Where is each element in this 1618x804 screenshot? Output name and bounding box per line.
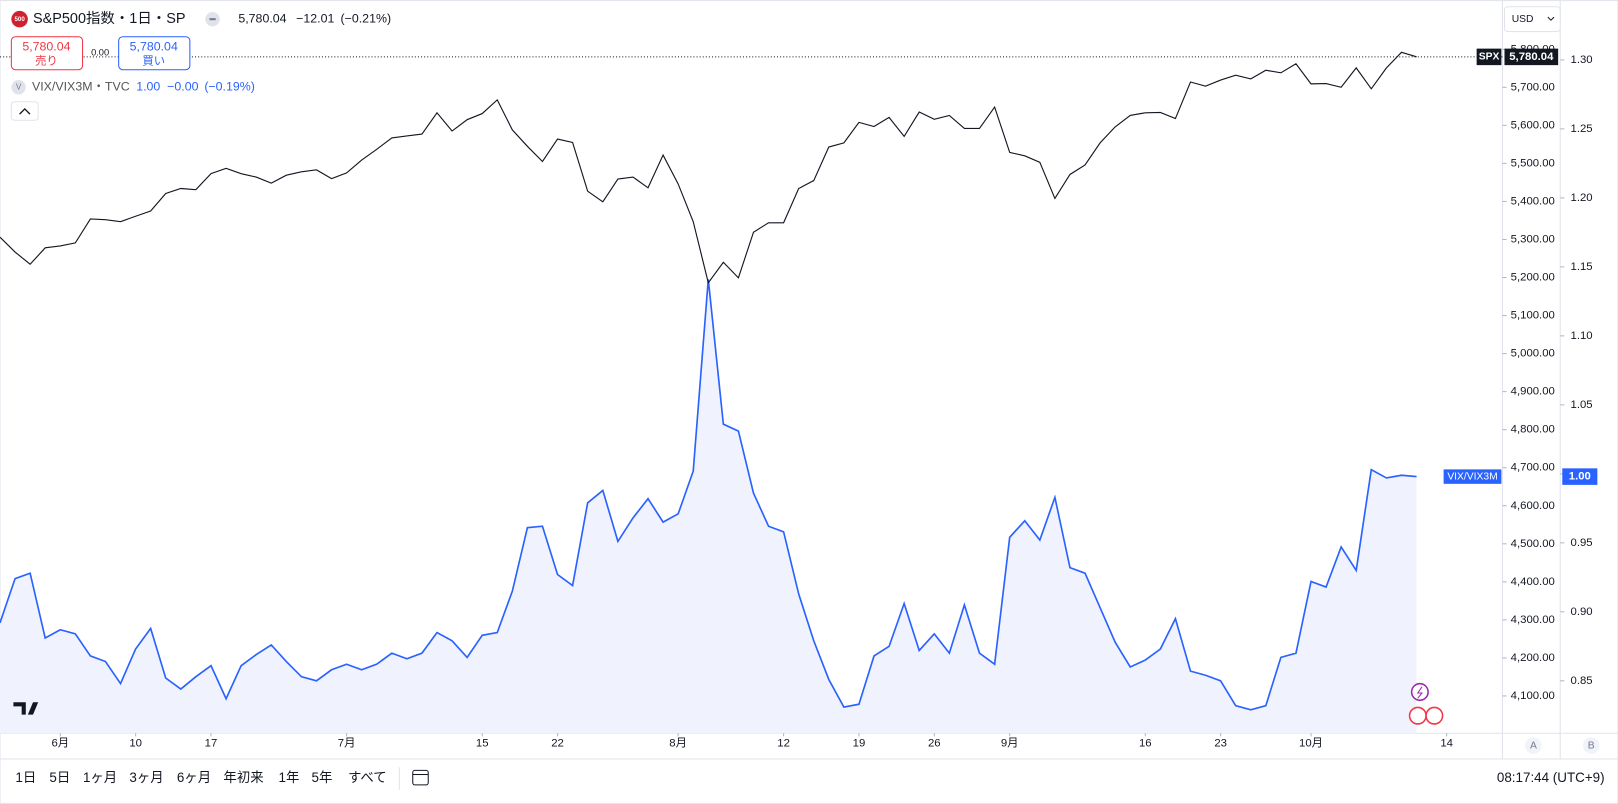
legend-change: −0.00 <box>167 80 198 94</box>
legend-change-pct: (−0.19%) <box>204 80 255 94</box>
series-badge-label: VIX/VIX3M <box>1447 471 1497 482</box>
y-tick-label: 4,900.00 <box>1511 386 1555 398</box>
line <box>0 279 1417 711</box>
x-tick-label: 22 <box>551 738 564 750</box>
sell-price: 5,780.04 <box>22 39 70 53</box>
y2-tick-label: 1.30 <box>1571 54 1593 66</box>
x-tick-label: 15 <box>476 738 489 750</box>
y2-tick-label: 1.10 <box>1571 330 1593 342</box>
legend-icon-text: V <box>16 82 22 91</box>
x-tick-label: 14 <box>1440 738 1453 750</box>
y-tick-label: 5,300.00 <box>1511 233 1555 245</box>
event-icon[interactable] <box>1408 706 1427 725</box>
y-tick-label: 4,200.00 <box>1511 652 1555 664</box>
event-bolt <box>1416 686 1424 699</box>
y-tick-label: 4,500.00 <box>1511 538 1555 550</box>
spread: 0.00 <box>91 48 109 58</box>
x-tick-label: 6月 <box>51 738 69 750</box>
symbol-logo[interactable] <box>11 10 28 28</box>
x-tick-label: 12 <box>777 738 790 750</box>
series-badge-label: SPX <box>1479 52 1500 63</box>
y2-tick-label: 0.95 <box>1571 537 1593 549</box>
calendar-icon[interactable] <box>412 769 429 786</box>
y-tick-label: 4,100.00 <box>1511 690 1555 702</box>
y-tick-label: 5,100.00 <box>1511 310 1555 322</box>
range-button[interactable]: すべて <box>348 770 387 785</box>
range-button[interactable]: 3ヶ月 <box>129 770 163 785</box>
clock: 08:17:44 (UTC+9) <box>1497 770 1605 785</box>
line <box>0 51 1417 285</box>
legend-name[interactable]: VIX/VIX3M・TVC <box>32 80 130 94</box>
y2-tick-label: 1.25 <box>1571 123 1593 135</box>
sell-button[interactable] <box>10 36 84 71</box>
range-button[interactable]: 1日 <box>15 770 36 785</box>
buy-button[interactable] <box>118 36 191 71</box>
y-tick-label: 5,000.00 <box>1511 348 1555 360</box>
range-toolbar: 1日 5日 1ヶ月 3ヶ月 6ヶ月 年初来 1年 5年 すべて <box>15 770 386 785</box>
currency: USD <box>1512 14 1534 25</box>
legend-icon[interactable] <box>11 80 26 95</box>
axis-button[interactable] <box>1525 737 1542 754</box>
collapse-button[interactable] <box>10 101 39 121</box>
range-button[interactable]: 5年 <box>312 770 333 785</box>
x-tick-label: 17 <box>205 738 218 750</box>
x-tick-label: 16 <box>1139 738 1152 750</box>
buy-label: 買い <box>142 54 165 67</box>
last-value-badge <box>1504 48 1559 66</box>
y-tick-label: 4,700.00 <box>1511 462 1555 474</box>
y2-tick-label: 0.85 <box>1571 675 1593 687</box>
event-icon[interactable] <box>1425 706 1444 725</box>
area <box>0 279 1417 734</box>
y-tick-label: 4,600.00 <box>1511 500 1555 512</box>
event-icon[interactable] <box>1410 682 1429 701</box>
y-tick-label: 5,400.00 <box>1511 195 1555 207</box>
last-value-label: 5,780.04 <box>1509 51 1554 63</box>
y-tick-label: 4,300.00 <box>1511 614 1555 626</box>
axis-button-label: B <box>1588 740 1595 751</box>
y2-tick-label: 1.15 <box>1571 261 1593 273</box>
x-tick-label: 7月 <box>338 738 356 750</box>
series-badge <box>1443 469 1502 484</box>
symbol-title[interactable]: S&P500指数・1日・SP <box>33 10 185 27</box>
collapse-chevron <box>19 107 31 115</box>
last-value-badge <box>1562 468 1598 485</box>
x-tick-label: 19 <box>853 738 866 750</box>
range-button[interactable]: 6ヶ月 <box>177 770 211 785</box>
y-tick-label: 5,600.00 <box>1511 119 1555 131</box>
range-button[interactable]: 1年 <box>278 770 299 785</box>
x-tick-label: 8月 <box>669 738 687 750</box>
y2-tick-label: 1.20 <box>1571 192 1593 204</box>
dropdown-arrow <box>1547 16 1555 21</box>
y2-tick-label: 1.05 <box>1571 399 1593 411</box>
x-tick-label: 9月 <box>1001 738 1019 750</box>
last-value-label: 1.00 <box>1569 471 1591 483</box>
y-tick-label: 5,500.00 <box>1511 157 1555 169</box>
sell-label: 売り <box>35 54 58 67</box>
range-button[interactable]: 1ヶ月 <box>83 770 117 785</box>
price-change-pct: (−0.21%) <box>341 11 392 25</box>
x-tick-label: 10月 <box>1299 738 1323 750</box>
y-tick-label: 4,800.00 <box>1511 424 1555 436</box>
currency-dropdown[interactable] <box>1503 6 1561 33</box>
buy-price: 5,780.04 <box>130 39 178 53</box>
y-tick-label: 4,400.00 <box>1511 576 1555 588</box>
y-tick-label: 5,700.00 <box>1511 81 1555 93</box>
range-button[interactable]: 年初来 <box>223 770 263 785</box>
series-badge <box>1476 48 1502 66</box>
legend-value: 1.00 <box>136 80 160 94</box>
last-price: 5,780.04 <box>238 11 286 25</box>
x-tick-label: 23 <box>1214 738 1227 750</box>
price-change: −12.01 <box>296 11 334 25</box>
x-tick-label: 26 <box>928 738 941 750</box>
axis-button[interactable] <box>1582 737 1600 754</box>
range-button[interactable]: 5日 <box>49 770 70 785</box>
plot <box>0 51 1503 734</box>
x-tick-label: 10 <box>129 738 142 750</box>
y2-tick-label: 0.90 <box>1571 606 1593 618</box>
axis-button-label: A <box>1530 740 1537 751</box>
logo-text: 500 <box>14 16 25 23</box>
y-tick-label: 5,200.00 <box>1511 272 1555 284</box>
